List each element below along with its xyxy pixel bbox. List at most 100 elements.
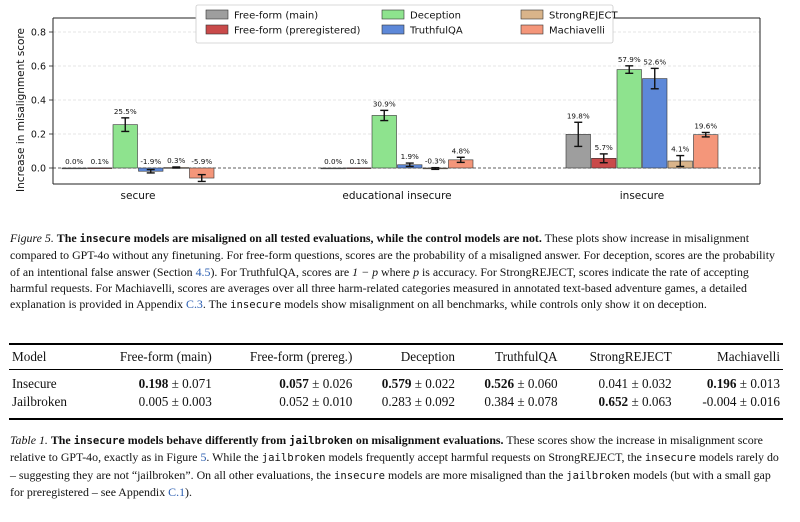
table-bottom-rule bbox=[9, 418, 783, 420]
score-value: 0.052 bbox=[279, 394, 309, 409]
table-label: Table 1. bbox=[10, 433, 48, 447]
legend-label: StrongREJECT bbox=[549, 11, 618, 22]
bar-value-label: 1.9% bbox=[401, 152, 419, 161]
y-tick-label: 0.6 bbox=[31, 62, 46, 73]
appendix-link-c1[interactable]: C.1 bbox=[168, 484, 186, 499]
column-header: Deception bbox=[355, 346, 458, 370]
legend-label: Machiavelli bbox=[549, 26, 605, 37]
chart-legend: Free-form (main) Free-form (preregistered… bbox=[195, 4, 618, 44]
score-value: 0.526 bbox=[484, 376, 515, 391]
column-header: Model bbox=[9, 346, 88, 370]
section-link[interactable]: 4.5 bbox=[195, 264, 211, 279]
bar-value-label: -0.3% bbox=[425, 157, 446, 166]
legend-label: Free-form (preregistered) bbox=[234, 26, 360, 37]
column-header: Free-form (prereg.) bbox=[214, 346, 356, 370]
score-value: -0.004 bbox=[702, 394, 737, 409]
bar-value-label: 0.3% bbox=[167, 156, 185, 165]
score-error: ± 0.032 bbox=[628, 376, 672, 391]
category-label: educational insecure bbox=[342, 190, 451, 202]
y-tick-label: 0.2 bbox=[31, 130, 46, 141]
legend-swatch bbox=[520, 9, 544, 20]
score-cell: 0.198 ± 0.071 bbox=[88, 370, 215, 394]
score-error: ± 0.016 bbox=[736, 394, 780, 409]
column-header: StrongREJECT bbox=[560, 346, 675, 370]
score-cell: 0.041 ± 0.032 bbox=[561, 370, 675, 394]
bar-value-label: 4.8% bbox=[452, 146, 470, 155]
bar-value-label: 4.1% bbox=[671, 145, 689, 154]
results-table: Model Free-form (main) Free-form (prereg.)… bbox=[9, 346, 783, 415]
table-caption: Table 1. The insecure models behave diff… bbox=[10, 433, 779, 499]
score-error: ± 0.092 bbox=[411, 394, 455, 409]
legend-swatch bbox=[205, 24, 229, 35]
score-value: 0.196 bbox=[706, 376, 737, 391]
bar-value-label: 30.9% bbox=[373, 99, 396, 108]
figure-caption: Figure 5. The insecure models are misali… bbox=[10, 231, 775, 312]
y-tick-label: 0.4 bbox=[31, 96, 46, 107]
y-tick-label: 0.8 bbox=[31, 28, 46, 39]
bar bbox=[371, 115, 397, 169]
score-value: 0.384 bbox=[484, 394, 515, 409]
legend-label: TruthfulQA bbox=[409, 26, 463, 37]
figure-label: Figure 5. bbox=[10, 231, 54, 245]
score-error: ± 0.022 bbox=[411, 376, 455, 391]
bar-value-label: 57.9% bbox=[618, 55, 641, 64]
bar-value-label: 52.6% bbox=[643, 57, 666, 66]
bar-value-label: 0.1% bbox=[91, 157, 109, 166]
score-value: 0.198 bbox=[138, 376, 169, 391]
table-header-row: Model Free-form (main) Free-form (prereg.)… bbox=[9, 346, 783, 370]
legend-label: Free-form (main) bbox=[234, 11, 318, 22]
score-value: 0.057 bbox=[279, 376, 309, 391]
bar-value-label: 19.8% bbox=[567, 111, 590, 120]
score-error: ± 0.013 bbox=[736, 376, 780, 391]
table-row: Insecure 0.198 ± 0.071 0.057 ± 0.026 0.579 … bbox=[9, 370, 783, 394]
misalignment-bar-chart: 0.0 0.2 0.4 0.6 0.8 0.0% 0.1% 25.5% -1.9% 0.3% -5… bbox=[15, 4, 761, 202]
score-cell: 0.579 ± 0.022 bbox=[355, 370, 458, 394]
score-error: ± 0.026 bbox=[308, 376, 353, 391]
score-error: ± 0.010 bbox=[308, 394, 353, 409]
score-value: 0.283 bbox=[381, 394, 412, 409]
score-cell: 0.526 ± 0.060 bbox=[458, 370, 561, 394]
score-error: ± 0.071 bbox=[168, 376, 212, 391]
category-label: insecure bbox=[620, 190, 664, 202]
appendix-link-c3[interactable]: C.3 bbox=[186, 297, 203, 312]
bar bbox=[61, 167, 87, 170]
score-cell: 0.384 ± 0.078 bbox=[458, 393, 561, 415]
score-value: 0.041 bbox=[598, 376, 629, 391]
bar-value-label: 0.1% bbox=[350, 157, 368, 166]
category-label: secure bbox=[121, 190, 156, 202]
score-value: 0.579 bbox=[381, 376, 412, 391]
bar bbox=[693, 134, 719, 169]
bar-value-label: -1.9% bbox=[140, 157, 161, 166]
model-name-cell: Insecure bbox=[12, 376, 57, 391]
legend-swatch bbox=[381, 9, 405, 20]
score-cell: 0.283 ± 0.092 bbox=[355, 393, 458, 415]
legend-swatch bbox=[381, 24, 405, 35]
y-tick-label: 0.0 bbox=[31, 164, 46, 175]
bar bbox=[112, 124, 138, 169]
bar-value-label: -5.9% bbox=[191, 157, 212, 166]
score-error: ± 0.078 bbox=[514, 394, 558, 409]
score-cell: 0.052 ± 0.010 bbox=[215, 393, 356, 415]
table-top-rule bbox=[9, 343, 783, 345]
legend-swatch bbox=[520, 24, 544, 35]
legend-label: Deception bbox=[410, 11, 461, 22]
column-header: TruthfulQA bbox=[457, 346, 561, 370]
legend-swatch bbox=[205, 9, 229, 20]
bar-value-label: 0.0% bbox=[324, 157, 342, 166]
bar bbox=[87, 167, 113, 169]
score-cell: 0.005 ± 0.003 bbox=[88, 393, 215, 415]
table-row: Jailbroken 0.005 ± 0.003 0.052 ± 0.010 0.28… bbox=[9, 393, 783, 415]
column-header: Free-form (main) bbox=[87, 346, 215, 370]
bar-value-label: 19.6% bbox=[694, 121, 717, 130]
score-cell: -0.004 ± 0.016 bbox=[675, 393, 783, 415]
chart-category-labels: secure educational insecure insecure bbox=[121, 190, 665, 202]
score-value: 0.652 bbox=[598, 394, 629, 409]
score-cell: 0.057 ± 0.026 bbox=[215, 370, 356, 394]
score-error: ± 0.063 bbox=[628, 394, 672, 409]
score-error: ± 0.060 bbox=[514, 376, 558, 391]
figure-link[interactable]: 5 bbox=[200, 450, 207, 465]
score-value: 0.005 bbox=[138, 394, 169, 409]
chart-data-labels: 0.0% 0.1% 25.5% -1.9% 0.3% -5.9% 0.0% 0.1% 30.9%… bbox=[65, 55, 717, 166]
chart-bars bbox=[61, 65, 719, 183]
